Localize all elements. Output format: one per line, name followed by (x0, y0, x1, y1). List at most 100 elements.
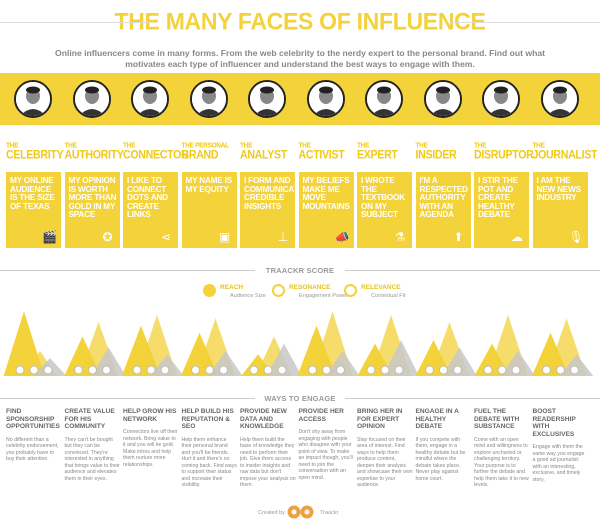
influencer-card-text: I FORM AND COMMUNICATE CREDIBLE INSIGHTS (244, 176, 304, 211)
way-description: Don't shy away from engaging with people… (298, 429, 353, 481)
influencer-card-text: I LIKE TO CONNECT DOTS AND CREATE LINKS (127, 176, 168, 220)
relevance-peak (442, 347, 477, 376)
influencer-title: THE CONNECTOR (123, 142, 189, 161)
relevance-peak (325, 350, 360, 376)
influencer-title-name: BRAND (181, 148, 219, 162)
frame-icon: ▣ (218, 230, 231, 244)
avatar-connector (131, 80, 169, 118)
way-item: FIND SPONSORSHIP OPPORTUNITIES No differe… (6, 408, 62, 463)
avatar-authority (72, 80, 111, 118)
relevance-icon (453, 365, 462, 375)
avatar-journalist (540, 80, 579, 118)
reach-icon (366, 365, 376, 375)
influencer-title: THE JOURNALIST (532, 142, 598, 161)
score-rule-right (345, 270, 600, 271)
avatar-expert (365, 80, 403, 118)
resonance-icon (205, 365, 214, 375)
influencer-title-prefix: THE (474, 142, 487, 150)
influencer-title-prefix: THE (64, 142, 77, 150)
avatar-disruptor (482, 80, 520, 118)
relevance-icon (277, 365, 287, 375)
way-item: BOOST READERSHIP WITH EXCLUSIVES Engage w… (533, 408, 589, 483)
brand-name[interactable]: Traackr (320, 510, 339, 516)
relevance-icon (219, 365, 228, 375)
relevance-peak (208, 350, 243, 376)
avatar-activist (306, 80, 345, 118)
influencer-card-text: I AM THE NEW NEWS INDUSTRY (536, 176, 582, 203)
clapperboard-icon: 🎬 (42, 230, 57, 244)
influencer-title: THE ACTIVIST (299, 142, 355, 161)
relevance-peak (150, 354, 184, 376)
reach-icon (249, 365, 259, 375)
influencer-card-text: MY BELIEFS MAKE ME MOVE MOUNTAINS (302, 176, 350, 211)
resonance-icon (272, 284, 285, 297)
influencer-title-name: CELEBRITY (6, 148, 64, 162)
page-subtitle: Online influencers come in many forms. F… (55, 48, 545, 69)
influencer-card-text: I'M A RESPECTED AUTHORITY WITH AN AGENDA (419, 176, 468, 220)
way-description: Stay focused on their area of interest. … (357, 436, 413, 489)
page-title: THE MANY FACES OF INFLUENCE (114, 7, 486, 35)
legend-resonance-sub: Engagement Power (299, 293, 349, 299)
influencer-title-prefix: THE (240, 142, 253, 150)
influencer-title-name: JOURNALIST (532, 148, 598, 162)
storm-cloud-icon: ☁ (511, 230, 523, 244)
relevance-peak (559, 354, 594, 376)
influencer-card: I AM THE NEW NEWS INDUSTRY 🎙 (532, 172, 588, 248)
way-title: HELP BUILD HIS REPUTATION & SEO (181, 408, 234, 431)
relevance-peak (91, 347, 126, 376)
reach-icon (191, 365, 200, 375)
relevance-icon (160, 365, 170, 375)
legend-relevance-sub: Contextual Fit (371, 293, 406, 299)
resonance-icon (146, 365, 156, 375)
score-mountains (3, 311, 594, 376)
influencer-title-prefix: THE (532, 142, 545, 150)
influencer-title: THE ANALYST (240, 142, 296, 161)
influencer-title-prefix: THE (6, 142, 19, 150)
influencer-title-prefix: THE PERSONAL (181, 142, 230, 150)
avatar-brand (189, 80, 228, 118)
relevance-icon (511, 365, 521, 375)
avatar-celebrity (14, 80, 52, 118)
influencer-card-text: MY OPINION IS WORTH MORE THAN GOLD IN MY… (68, 176, 117, 220)
influencer-card-text: MY NAME IS MY EQUITY (185, 176, 233, 194)
reach-icon (425, 365, 434, 375)
relevance-peak (266, 343, 302, 376)
resonance-icon (29, 365, 39, 375)
resonance-icon (439, 365, 448, 375)
avatar-insider (423, 80, 462, 118)
influencer-title-prefix: THE (415, 142, 428, 150)
influencer-title-name: ACTIVIST (298, 148, 345, 162)
influencer-title: THE DISRUPTOR (474, 142, 534, 161)
way-item: FUEL THE DEBATE WITH SUBSTANCE Come with … (474, 408, 530, 489)
influencer-card-text: I STIR THE POT AND CREATE HEALTHY DEBATE (478, 176, 518, 220)
way-title: BRING HER IN FOR EXPERT OPINION (357, 408, 403, 431)
upload-icon: ⬆ (453, 230, 464, 244)
way-description: Help them build the base of knowledge th… (240, 436, 296, 489)
score-rule-left (0, 270, 255, 271)
created-by-text: Created by (258, 510, 285, 516)
way-title: FUEL THE DEBATE WITH SUBSTANCE (474, 408, 520, 431)
influencer-title-name: AUTHORITY (64, 148, 124, 162)
way-item: HELP BUILD HIS REPUTATION & SEO Help them… (182, 408, 238, 489)
way-title: HELP GROW HIS NETWORK (123, 408, 177, 423)
way-description: If you compete with them, engage in a he… (415, 436, 466, 482)
influencer-card: I'M A RESPECTED AUTHORITY WITH AN AGENDA… (415, 172, 471, 248)
way-item: BRING HER IN FOR EXPERT OPINION Stay focu… (357, 408, 413, 489)
influencer-title: THE PERSONAL BRAND (182, 142, 238, 161)
reach-icon (308, 365, 317, 375)
influencer-card: MY BELIEFS MAKE ME MOVE MOUNTAINS 📣 (298, 172, 354, 248)
influencer-title-prefix: THE (123, 142, 136, 150)
influencer-card: I STIR THE POT AND CREATE HEALTHY DEBATE… (474, 172, 529, 248)
way-item: PROVIDE HER ACCESS Don't shy away from en… (299, 408, 355, 481)
influencer-title-name: ANALYST (240, 148, 287, 162)
reach-icon (15, 365, 25, 375)
influencer-title: THE INSIDER (416, 142, 472, 161)
traackr-logo-icon[interactable] (286, 505, 316, 519)
way-description: No different than a celebrity endorsemen… (6, 436, 59, 463)
way-description: Help them enhance their personal brand a… (181, 436, 237, 489)
influencer-card: I FORM AND COMMUNICATE CREDIBLE INSIGHTS… (240, 172, 304, 248)
megaphone-icon: 📣 (334, 230, 350, 244)
influencer-card-text: MY ONLINE AUDIENCE IS THE SIZE OF TEXAS (10, 176, 55, 211)
resonance-icon (88, 365, 97, 375)
influencer-card: MY NAME IS MY EQUITY ▣ (181, 172, 237, 248)
